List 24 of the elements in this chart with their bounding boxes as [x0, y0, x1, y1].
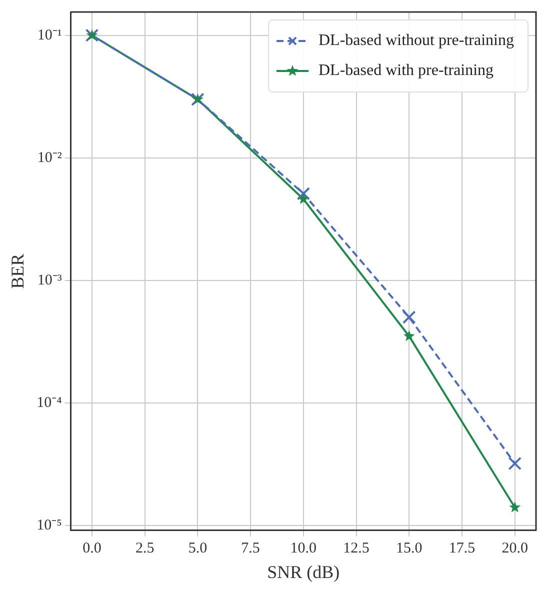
x-tick-label: 17.5: [448, 540, 476, 556]
x-tick-label: 20.0: [502, 540, 528, 556]
x-tick-label: 10.0: [290, 540, 317, 556]
legend-label: DL-based without pre-training: [318, 32, 514, 50]
x-tick-label: 7.5: [241, 540, 260, 556]
y-axis-title: BER: [8, 254, 28, 289]
legend-label: DL-based with pre-training: [318, 62, 494, 80]
x-axis-title: SNR (dB): [267, 562, 340, 582]
x-tick-label: 5.0: [188, 540, 208, 556]
y-tick-label: 10⁻²: [37, 150, 62, 166]
point: [296, 187, 310, 200]
y-tick-label: 10⁻⁵: [36, 517, 62, 534]
x-tick-label: 12.5: [343, 540, 370, 556]
point: [403, 330, 415, 342]
point: [402, 310, 416, 324]
x-tick-label: 2.5: [135, 540, 154, 556]
y-tick-label: 10⁻¹: [37, 27, 62, 44]
y-tick-label: 10⁻³: [37, 272, 62, 288]
point: [298, 193, 310, 204]
x-tick-label: 15.0: [396, 540, 422, 556]
y-tick-label: 10⁻⁴: [36, 394, 62, 411]
point: [508, 456, 522, 470]
x-tick-label: 0.0: [82, 540, 102, 556]
point: [509, 501, 521, 512]
